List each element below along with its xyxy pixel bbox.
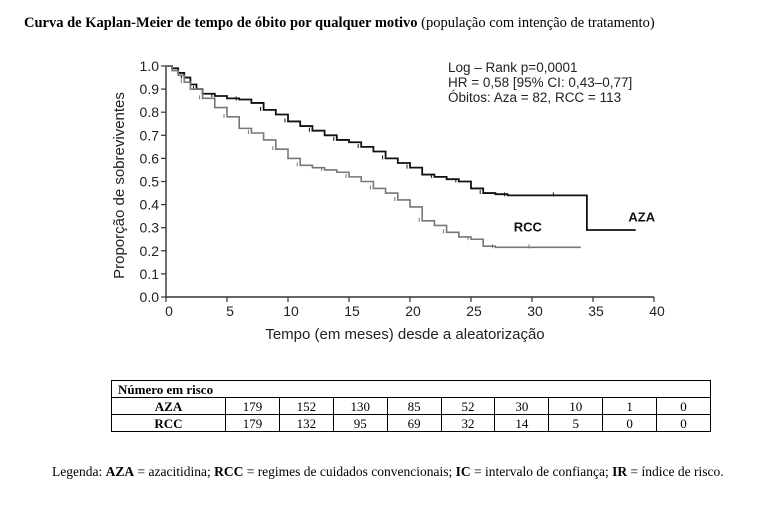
x-tick-label: 35 [588,303,604,319]
series-label-rcc: RCC [514,220,543,235]
kaplan-meier-chart: 0.0 0.1 0.2 0.3 0.4 0.5 0.6 0.7 0.8 0.9 1.0 0 5 10 15 2… [111,58,665,343]
risk-cell: 132 [278,414,334,432]
risk-cell: 30 [494,397,550,415]
figure-title-bold: Curva de Kaplan-Meier de tempo de óbito … [24,15,418,31]
x-axis-title: Tempo (em meses) desde a aleatorização [265,326,544,343]
risk-cell: 5 [548,414,604,432]
figure-title-normal: (população com intenção de tratamento) [421,15,655,31]
risk-table: Número em risco AZA 179 152 130 85 52 30 10 1 0 RC… [111,380,711,432]
risk-cell: 0 [656,414,711,432]
y-tick-label: 0.8 [140,104,160,120]
legend-note: Legenda: AZA = azacitidina; RCC = regime… [52,461,742,483]
x-tick-label: 25 [466,303,482,319]
risk-table-header-row: Número em risco [111,380,711,398]
legend-definition: = intervalo de confiança; [470,464,613,479]
y-tick-label: 1.0 [140,58,160,74]
risk-cell: 95 [332,414,388,432]
legend-prefix: Legenda: [52,464,106,479]
risk-row-label: RCC [111,414,226,432]
y-tick-label: 0.7 [140,127,160,143]
y-tick-label: 0.1 [140,266,160,282]
risk-cell: 152 [278,397,334,415]
series-line-rcc [166,65,581,249]
risk-cell: 14 [494,414,550,432]
legend-abbr: AZA [105,464,135,479]
y-tick-label: 0.6 [140,150,160,166]
risk-cell: 32 [440,414,496,432]
y-tick-label: 0.0 [140,289,160,305]
stats-annotation: Óbitos: Aza = 82, RCC = 113 [448,90,621,105]
risk-cell: 0 [656,397,711,415]
y-tick-label: 0.3 [140,220,160,236]
stats-annotation: Log – Rank p=0,0001 [448,60,577,75]
risk-cell: 52 [440,397,496,415]
x-tick-label: 10 [283,303,299,319]
risk-cell: 10 [548,397,604,415]
y-tick-label: 0.4 [140,197,160,213]
risk-cell: 1 [602,397,657,415]
risk-cell: 130 [332,397,388,415]
legend-abbr: RCC [214,464,244,479]
figure-title: Curva de Kaplan-Meier de tempo de óbito … [24,14,764,32]
y-tick-label: 0.9 [140,81,160,97]
legend-definition: = índice de risco. [627,464,724,479]
y-tick-label: 0.2 [140,243,160,259]
legend-abbr: IR [612,464,628,479]
risk-cell: 85 [386,397,442,415]
risk-row-label: AZA [111,397,226,415]
risk-table-header: Número em risco [111,380,711,398]
y-axis-title: Proporção de sobreviventes [111,92,128,279]
risk-cell: 179 [225,397,280,415]
x-tick-label: 20 [405,303,421,319]
risk-table-row-aza: AZA 179 152 130 85 52 30 10 1 0 [111,397,711,415]
stats-annotation: HR = 0,58 [95% CI: 0,43–0,77] [448,75,632,90]
legend-definition: = azacitidina; [134,464,215,479]
x-tick-label: 30 [527,303,543,319]
x-tick-label: 15 [344,303,360,319]
risk-cell: 69 [386,414,442,432]
series-label-aza: AZA [628,210,655,225]
legend-abbr: IC [455,464,471,479]
x-tick-label: 40 [649,303,665,319]
y-tick-label: 0.5 [140,174,160,190]
legend-definition: = regimes de cuidados convencionais; [243,464,456,479]
x-tick-label: 5 [226,303,234,319]
x-tick-label: 0 [165,303,173,319]
risk-table-row-rcc: RCC 179 132 95 69 32 14 5 0 0 [111,414,711,432]
risk-cell: 179 [225,414,280,432]
risk-cell: 0 [602,414,657,432]
